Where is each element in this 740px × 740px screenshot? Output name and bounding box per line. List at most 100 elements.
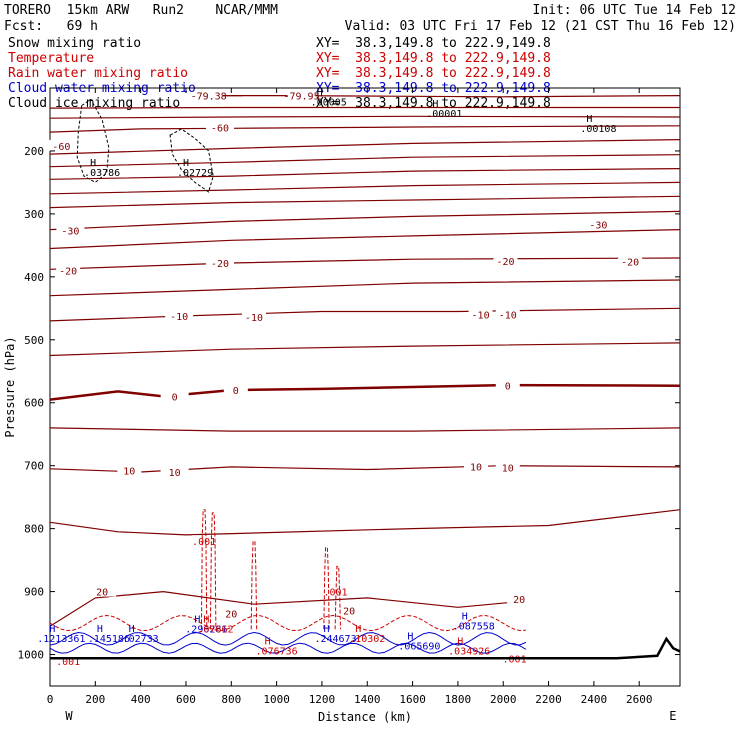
- contour-label: .001: [192, 537, 216, 548]
- y-tick-label: 700: [24, 460, 44, 473]
- max-marker: H: [355, 624, 361, 635]
- temperature-contour-17: [49, 427, 681, 432]
- max-marker: H: [49, 624, 55, 635]
- max-marker: H: [324, 624, 330, 635]
- max-marker: H: [194, 614, 200, 625]
- temperature-contour-label: -79.95: [283, 92, 319, 103]
- y-tick-label: 600: [24, 397, 44, 410]
- temperature-contour-9: [49, 195, 681, 209]
- rain-contour: [49, 614, 526, 632]
- contour-label: .001: [503, 654, 527, 665]
- temperature-contour-label: -10: [170, 312, 188, 323]
- y-tick-label: 300: [24, 208, 44, 221]
- valid-time: Valid: 03 UTC Fri 17 Feb 12 (21 CST Thu …: [344, 19, 736, 34]
- temperature-contour-10: [49, 210, 681, 231]
- contour-label: -10: [472, 311, 490, 322]
- temperature-contour-5: [49, 139, 681, 155]
- y-tick-label: 200: [24, 145, 44, 158]
- contour-label: -20: [496, 257, 514, 268]
- contour-label: -60: [52, 142, 70, 153]
- temperature-contour-13: [49, 279, 681, 297]
- x-tick-label: 1400: [354, 693, 381, 706]
- legend-label-snow: Snow mixing ratio: [8, 36, 142, 51]
- rain-contour: [200, 509, 208, 630]
- contour-label: -10: [499, 311, 517, 322]
- legend-xy-rain: XY= 38.3,149.8 to 222.9,149.8: [316, 66, 551, 81]
- temperature-contour-7: [49, 168, 681, 180]
- max-label: .034926: [448, 647, 490, 658]
- x-tick-label: 0: [47, 693, 54, 706]
- legend-xy-snow: XY= 38.3,149.8 to 222.9,149.8: [316, 36, 551, 51]
- temperature-contour-14: [49, 307, 681, 322]
- contour-label: 20: [343, 606, 355, 617]
- x-tick-label: 1800: [445, 693, 472, 706]
- temperature-contour-label-bg: [287, 89, 316, 101]
- max-marker: H: [90, 158, 96, 169]
- temperature-contour-label: -79.38: [191, 92, 227, 103]
- contour-label-bg: [618, 255, 643, 267]
- max-label: .145186: [88, 634, 130, 645]
- max-marker: H: [432, 99, 438, 110]
- contour-label-bg: [464, 460, 489, 472]
- max-label: .07662: [197, 624, 233, 635]
- temperature-contour-label: -20: [211, 259, 229, 270]
- legend-label-cloud-ice: Cloud ice mixing ratio: [8, 96, 181, 111]
- x-tick-label: 200: [85, 693, 105, 706]
- legend-label-rain: Rain water mixing ratio: [8, 66, 189, 81]
- x-tick-label: 2600: [626, 693, 653, 706]
- contour-label-bg: [337, 604, 362, 616]
- temperature-contour-label-bg: [88, 585, 117, 597]
- max-marker: H: [183, 158, 189, 169]
- contour-label-bg: [493, 255, 518, 267]
- temperature-contour-label: -60: [211, 124, 229, 135]
- max-label: .03786: [84, 168, 120, 179]
- max-marker: H: [265, 637, 271, 648]
- contour-label-bg: [192, 535, 217, 547]
- contour-label-bg: [495, 379, 520, 391]
- max-label: .10302: [349, 634, 385, 645]
- contour-label-bg: [468, 308, 493, 320]
- temperature-contour-label: 0: [172, 392, 178, 403]
- y-tick-label: 1000: [18, 649, 45, 662]
- x-tick-label: 2200: [535, 693, 562, 706]
- max-label: .02733: [123, 634, 159, 645]
- temperature-contour-20: [49, 590, 526, 627]
- max-marker: H: [129, 624, 135, 635]
- x-tick-label: 2400: [581, 693, 608, 706]
- y-tick-label: 800: [24, 523, 44, 536]
- max-label: .00108: [580, 124, 616, 135]
- rain-contour: [334, 565, 341, 630]
- temperature-contour-8: [49, 181, 681, 195]
- legend-xy-temperature: XY= 38.3,149.8 to 222.9,149.8: [316, 51, 551, 66]
- west-end-label: W: [65, 709, 73, 723]
- contour-label-bg: [507, 593, 532, 605]
- temperature-contour-label-bg: [56, 224, 85, 236]
- contour-label-bg: [219, 607, 244, 619]
- cloud-ice-contour: [169, 128, 214, 193]
- temperature-contour-label: -30: [61, 226, 79, 237]
- max-label: .244673: [314, 634, 356, 645]
- x-tick-label: 1000: [263, 693, 290, 706]
- temperature-contour-label: 10: [169, 468, 181, 479]
- contour-label: 0: [505, 382, 511, 393]
- contour-label: -10: [245, 313, 263, 324]
- max-label: .065690: [398, 641, 440, 652]
- contour-label-bg: [241, 311, 266, 323]
- temperature-contour-6: [49, 154, 681, 168]
- x-tick-label: 1600: [399, 693, 426, 706]
- contour-label: 20: [513, 595, 525, 606]
- temperature-contour-19: [49, 509, 681, 536]
- contour-label-bg: [56, 264, 81, 276]
- x-tick-label: 600: [176, 693, 196, 706]
- y-tick-label: 400: [24, 271, 44, 284]
- terrain-line: [50, 636, 681, 660]
- max-label: .02729: [177, 168, 213, 179]
- model-title: TORERO 15km ARW Run2 NCAR/MMM: [4, 3, 278, 18]
- temperature-contour-label-bg: [165, 309, 194, 321]
- max-marker: H: [203, 614, 209, 625]
- temperature-contour-label-bg: [160, 465, 189, 477]
- max-label: .1213361: [37, 634, 85, 645]
- forecast-hour: Fcst: 69 h: [4, 19, 98, 34]
- contour-label: 20: [225, 610, 237, 621]
- legend-label-temperature: Temperature: [8, 51, 95, 66]
